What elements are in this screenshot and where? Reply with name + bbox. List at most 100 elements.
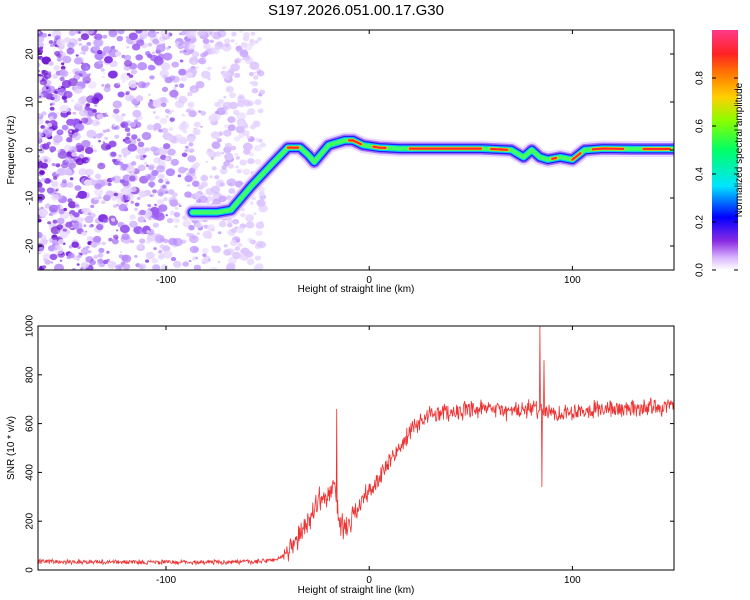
- noise-blob: [160, 97, 167, 103]
- noise-blob: [169, 199, 179, 207]
- noise-blob: [162, 52, 173, 61]
- noise-blob: [227, 116, 236, 123]
- noise-blob: [195, 256, 199, 260]
- noise-blob: [237, 46, 240, 48]
- noise-blob: [121, 54, 126, 59]
- noise-blob: [52, 74, 59, 79]
- noise-blob: [200, 174, 209, 182]
- noise-blob: [193, 264, 201, 270]
- noise-blob: [42, 265, 47, 269]
- noise-blob: [59, 44, 62, 47]
- noise-blob: [243, 99, 251, 106]
- noise-blob: [187, 91, 193, 97]
- noise-blob: [205, 200, 210, 204]
- noise-blob: [151, 51, 156, 55]
- noise-blob: [121, 80, 126, 83]
- noise-blob: [135, 30, 143, 34]
- noise-blob: [251, 196, 256, 201]
- noise-blob: [54, 51, 61, 56]
- noise-blob: [149, 75, 155, 80]
- spectrogram-y-ticks: -20 -10 0 10 20: [25, 48, 674, 253]
- noise-blob: [112, 175, 122, 184]
- noise-blob: [152, 38, 160, 45]
- noise-blob: [83, 224, 87, 228]
- noise-blob: [41, 111, 47, 116]
- noise-blob: [170, 93, 176, 98]
- noise-blob: [169, 117, 175, 122]
- snr-x-tick-label: 0: [366, 575, 372, 586]
- noise-blob: [130, 161, 137, 166]
- noise-blob: [137, 216, 146, 223]
- noise-blob: [217, 231, 222, 235]
- noise-blob: [154, 115, 160, 120]
- noise-blob: [148, 217, 152, 221]
- noise-blob: [48, 212, 54, 217]
- noise-blob: [97, 193, 101, 197]
- noise-blob: [92, 109, 97, 113]
- noise-blob: [61, 162, 69, 169]
- noise-blob: [72, 85, 83, 94]
- noise-blob: [258, 190, 265, 197]
- noise-blob: [179, 50, 184, 54]
- noise-blob: [250, 31, 256, 36]
- snr-xlabel: Height of straight line (km): [298, 585, 415, 596]
- noise-blob: [251, 88, 259, 94]
- noise-blob: [97, 196, 102, 200]
- noise-blob: [181, 113, 186, 117]
- noise-blob: [235, 125, 245, 134]
- noise-blob: [65, 221, 73, 228]
- noise-blob: [152, 222, 159, 228]
- noise-blob: [102, 141, 106, 144]
- noise-blob: [240, 213, 246, 218]
- noise-blob: [146, 230, 151, 234]
- noise-blob: [96, 223, 104, 231]
- snr-y-tick-label: 600: [25, 415, 36, 432]
- noise-blob: [38, 118, 44, 125]
- noise-blob: [160, 62, 171, 71]
- noise-blob: [227, 124, 236, 132]
- noise-blob: [194, 222, 202, 229]
- noise-blob: [58, 85, 62, 88]
- noise-blob: [44, 178, 51, 184]
- noise-blob: [210, 131, 220, 139]
- noise-blob: [201, 247, 209, 254]
- noise-blob: [209, 39, 214, 43]
- noise-blob: [121, 233, 130, 241]
- noise-blob: [114, 134, 120, 139]
- noise-blob: [112, 204, 118, 208]
- noise-blob: [242, 142, 253, 151]
- noise-blob: [123, 195, 129, 201]
- snr-series-line: [38, 326, 674, 566]
- noise-blob: [61, 124, 69, 131]
- noise-blob: [206, 224, 215, 232]
- noise-blob: [90, 145, 94, 148]
- noise-blob: [56, 111, 60, 115]
- noise-blob: [101, 200, 106, 205]
- ridge-band-4: [190, 138, 674, 215]
- spectrogram-noise: [38, 30, 268, 270]
- spectrogram-y-tick-label: -20: [25, 238, 36, 253]
- noise-blob: [222, 101, 232, 110]
- noise-blob: [40, 133, 44, 137]
- noise-blob: [188, 56, 199, 65]
- noise-blob: [150, 146, 157, 152]
- noise-blob: [186, 232, 191, 237]
- noise-blob: [38, 49, 41, 54]
- colorbar-tick-label: 0.6: [695, 119, 706, 133]
- noise-blob: [214, 116, 217, 119]
- noise-blob: [173, 260, 182, 268]
- noise-blob: [107, 70, 118, 79]
- noise-blob: [116, 197, 125, 204]
- snr-frame: [37, 325, 675, 571]
- noise-blob: [128, 175, 136, 182]
- snr-y-tick-label: 400: [25, 464, 36, 481]
- snr-plot-area: [38, 326, 674, 570]
- noise-blob: [153, 247, 157, 251]
- noise-blob: [234, 246, 240, 251]
- noise-blob: [57, 149, 61, 153]
- noise-blob: [210, 266, 218, 270]
- noise-blob: [112, 158, 116, 163]
- noise-blob: [217, 102, 223, 107]
- noise-blob: [242, 130, 250, 136]
